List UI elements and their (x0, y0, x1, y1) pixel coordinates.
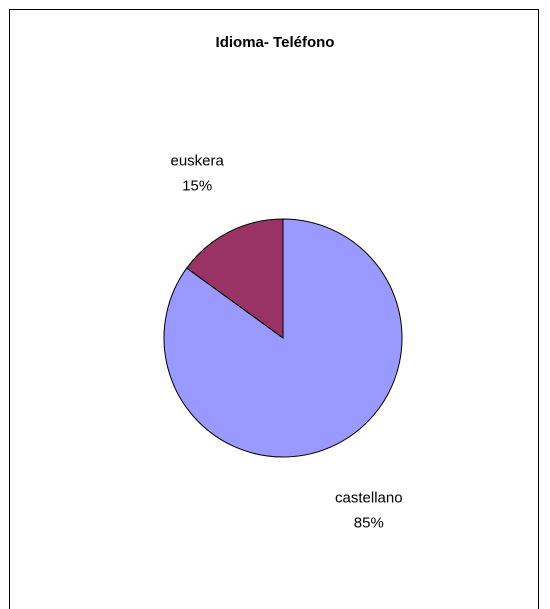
chart-title: Idioma- Teléfono (215, 34, 335, 51)
slice-percent-castellano: 85% (354, 514, 384, 531)
pie-labels: castellano 85% euskera 15% (171, 153, 403, 532)
pie-slices (163, 218, 403, 458)
slice-label-euskera: euskera (171, 153, 225, 170)
pie-slice-euskera (186, 218, 284, 339)
slice-percent-euskera: 15% (182, 178, 212, 195)
slice-label-castellano: castellano (335, 489, 403, 506)
